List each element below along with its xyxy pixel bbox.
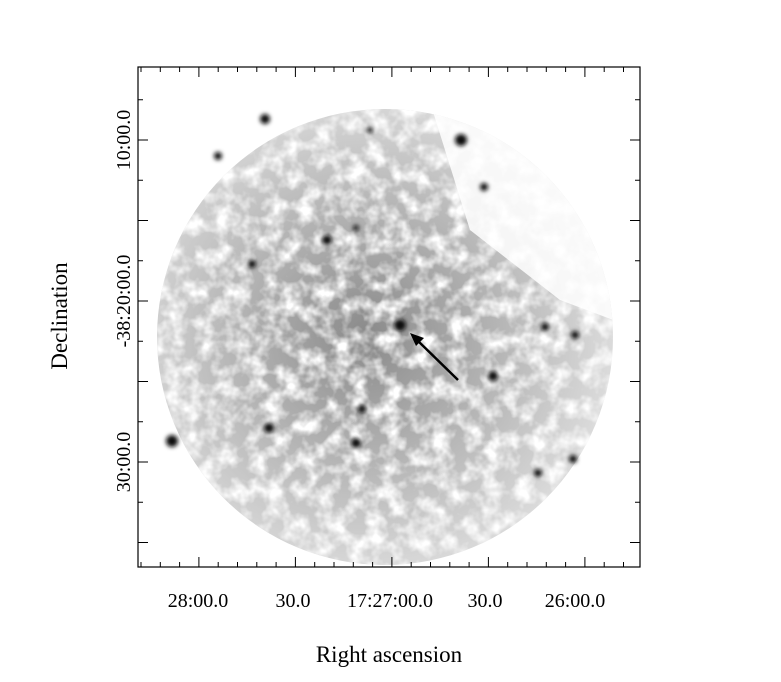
- arrow-shaft: [415, 338, 459, 381]
- x-tick-label: 28:00.0: [168, 590, 229, 612]
- x-tick-label: 30.0: [276, 590, 311, 612]
- y-tick-label: 30:00.0: [113, 432, 135, 493]
- x-tick-label: 17:27:00.0: [347, 590, 433, 612]
- y-tick-label: 10:00.0: [113, 110, 135, 171]
- x-tick-label: 30.0: [468, 590, 503, 612]
- point-sources: [166, 114, 579, 477]
- sky-image: [157, 109, 613, 565]
- y-tick-label: -38:20:00.0: [113, 255, 135, 348]
- x-axis-title: Right ascension: [316, 642, 463, 667]
- x-tick-label: 26:00.0: [545, 590, 606, 612]
- y-axis-title: Declination: [47, 262, 72, 370]
- noise: [157, 109, 613, 565]
- ticks: [138, 67, 640, 567]
- plot-frame: [137, 66, 641, 568]
- arrow-head: [410, 333, 424, 346]
